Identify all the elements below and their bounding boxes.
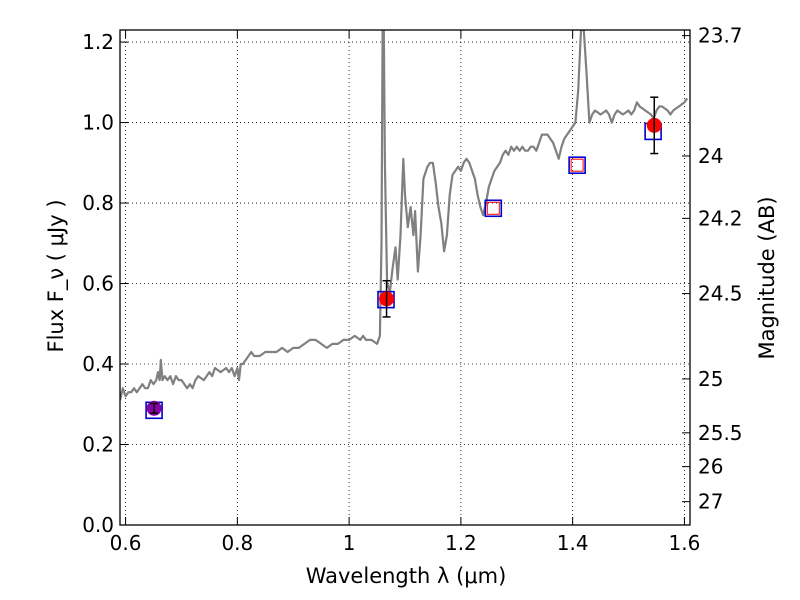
model-spectrum-line <box>120 30 689 401</box>
y-tick-label: 1.2 <box>82 30 114 54</box>
y-tick-label: 0.0 <box>82 513 114 537</box>
grid-lines <box>120 30 690 526</box>
y2-tick-label: 26 <box>698 455 723 479</box>
model-photometry-square <box>484 199 503 218</box>
x-tick-label: 1.6 <box>669 531 701 555</box>
x-tick-label: 1.4 <box>557 531 589 555</box>
x-tick-label: 0.6 <box>110 531 142 555</box>
y2-tick-label: 24.2 <box>698 206 743 230</box>
axis-ticks: 0.6 0.8 1 1.2 1.4 1.6 0.0 0.2 0.4 0.6 0.8 1.0 1.2 23.… <box>82 24 742 555</box>
y-tick-label: 0.4 <box>82 352 114 376</box>
upper-limit-marker <box>570 158 584 172</box>
y-tick-label: 0.2 <box>82 433 114 457</box>
x-tick-label: 1 <box>343 531 356 555</box>
x-tick-label: 1.2 <box>445 531 477 555</box>
y2-tick-label: 24.5 <box>698 282 743 306</box>
y2-tick-label: 24 <box>698 144 723 168</box>
upper-limit-marker <box>486 201 500 215</box>
x-axis-label: Wavelength λ (μm) <box>306 564 507 588</box>
plot-frame <box>119 29 691 526</box>
y-tick-label: 0.6 <box>82 272 114 296</box>
model-photometry-square <box>568 156 586 175</box>
y2-tick-label: 25.5 <box>698 421 743 445</box>
y2-tick-label: 27 <box>698 490 723 514</box>
x-tick-label: 0.8 <box>221 531 253 555</box>
y-tick-label: 0.8 <box>82 191 114 215</box>
y2-axis-label: Magnitude (AB) <box>755 196 779 359</box>
y2-tick-label: 25 <box>698 367 723 391</box>
y-axis-label: Flux F_ν ( μJy ) <box>44 199 69 352</box>
y-tick-label: 1.0 <box>82 111 114 135</box>
plot-area <box>120 30 689 420</box>
y2-tick-label: 23.7 <box>698 24 743 48</box>
